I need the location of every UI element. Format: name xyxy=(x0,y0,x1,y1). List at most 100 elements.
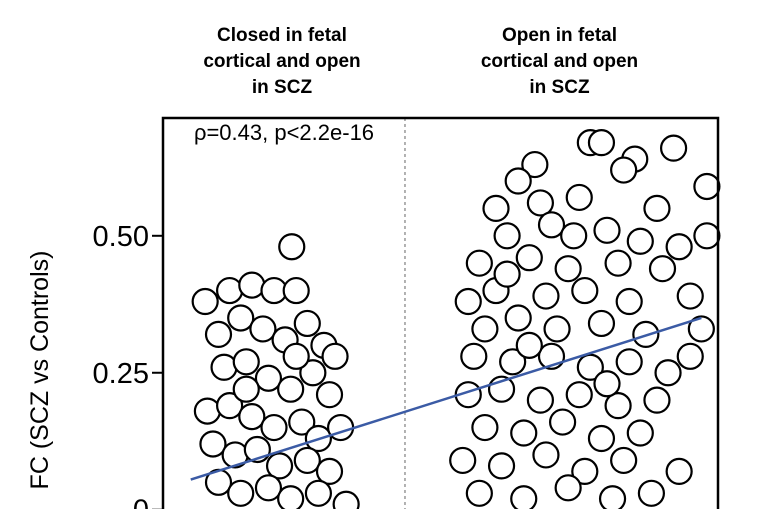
point xyxy=(288,408,316,436)
point xyxy=(598,485,627,509)
point xyxy=(277,375,305,403)
point xyxy=(238,271,266,299)
point xyxy=(593,370,621,398)
point xyxy=(254,474,283,502)
point xyxy=(216,392,244,420)
point xyxy=(587,424,616,453)
point xyxy=(626,419,654,447)
point xyxy=(460,342,488,370)
point xyxy=(260,413,288,442)
point xyxy=(278,233,306,261)
point xyxy=(665,233,693,261)
point xyxy=(532,441,560,469)
point xyxy=(293,309,321,338)
column-title: in SCZ xyxy=(252,77,313,98)
fit-line xyxy=(190,316,702,481)
point xyxy=(465,479,493,507)
point xyxy=(327,413,355,442)
point xyxy=(504,304,532,332)
point xyxy=(526,386,555,414)
point xyxy=(227,304,255,332)
point xyxy=(565,381,593,409)
point xyxy=(587,129,616,157)
point xyxy=(521,150,549,179)
point xyxy=(587,309,616,338)
point xyxy=(604,392,632,420)
point xyxy=(471,413,499,442)
point xyxy=(193,397,221,425)
point xyxy=(499,348,527,376)
point xyxy=(537,211,566,239)
point xyxy=(693,222,721,250)
point xyxy=(593,216,621,244)
y-axis-label: FC (SCZ vs Controls) xyxy=(26,251,54,490)
column-title: in SCZ xyxy=(529,77,590,98)
point xyxy=(676,282,704,310)
point xyxy=(510,485,538,509)
point xyxy=(610,446,638,475)
point xyxy=(626,227,654,255)
point xyxy=(321,342,349,370)
point xyxy=(693,172,721,201)
point xyxy=(648,255,677,283)
point xyxy=(238,402,266,431)
point xyxy=(265,452,294,480)
point xyxy=(604,249,632,277)
point xyxy=(654,359,682,387)
point xyxy=(543,315,571,343)
point xyxy=(204,320,233,349)
column-title: Open in fetal xyxy=(502,25,617,46)
y-tick-label: 0.50 xyxy=(93,221,149,253)
point xyxy=(465,249,493,277)
point xyxy=(232,348,260,376)
point xyxy=(471,315,499,343)
point xyxy=(249,315,277,343)
point xyxy=(665,457,693,485)
point xyxy=(560,222,588,250)
column-title: cortical and open xyxy=(203,51,360,72)
point xyxy=(637,479,666,507)
point xyxy=(493,222,521,250)
point xyxy=(199,430,227,458)
point xyxy=(282,342,310,370)
column-title: Closed in fetal xyxy=(217,25,347,46)
point xyxy=(548,408,577,436)
point xyxy=(332,490,360,509)
point xyxy=(232,375,260,403)
annotation: ρ=0.43, p<2.2e-16 xyxy=(194,120,374,145)
point xyxy=(515,331,543,359)
point xyxy=(493,260,521,288)
point xyxy=(571,457,599,485)
point xyxy=(293,446,321,475)
point xyxy=(576,353,604,381)
point xyxy=(277,485,305,509)
point xyxy=(487,452,516,480)
point xyxy=(510,419,538,447)
point xyxy=(610,156,638,184)
point xyxy=(643,194,671,222)
point xyxy=(554,474,582,502)
point xyxy=(504,167,532,195)
y-tick-label: 0 xyxy=(133,495,149,509)
point xyxy=(615,287,643,316)
point xyxy=(315,457,344,485)
point xyxy=(515,244,543,272)
point xyxy=(565,183,593,212)
point xyxy=(482,194,510,222)
point xyxy=(449,446,477,475)
point xyxy=(191,287,219,316)
point xyxy=(299,359,327,387)
point xyxy=(254,364,283,392)
point xyxy=(615,348,643,376)
point xyxy=(554,255,582,283)
point xyxy=(571,276,599,305)
plot-frame xyxy=(161,116,720,509)
y-tick-label: 0.25 xyxy=(93,358,149,390)
point xyxy=(687,315,715,343)
point xyxy=(227,479,255,507)
point xyxy=(315,381,344,409)
point xyxy=(659,134,688,162)
point xyxy=(526,189,555,217)
point xyxy=(454,287,482,316)
